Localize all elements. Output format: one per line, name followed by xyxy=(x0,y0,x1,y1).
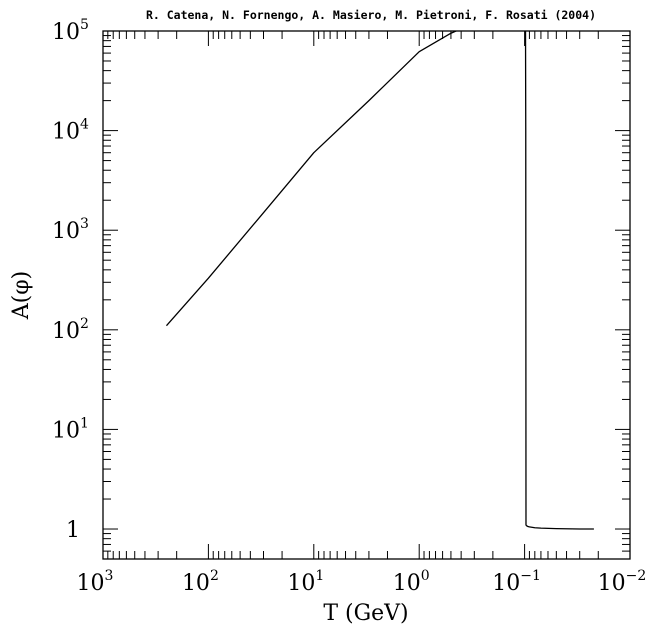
y-tick-label: 102 xyxy=(52,316,89,344)
chart-credit: R. Catena, N. Fornengo, A. Masiero, M. P… xyxy=(146,8,596,22)
y-tick-label: 104 xyxy=(52,117,89,145)
y-tick-label: 1 xyxy=(66,518,80,543)
series-line xyxy=(165,31,594,530)
x-tick-label: 102 xyxy=(182,568,219,596)
x-tick-labels: 103 102 101 100 10−1 10−2 xyxy=(77,568,647,596)
series-group xyxy=(165,31,594,530)
y-tick-label: 103 xyxy=(52,216,89,244)
y-axis-label: A(φ) xyxy=(9,271,34,320)
y-tick-label: 105 xyxy=(52,17,89,45)
axis-ticks xyxy=(103,31,631,560)
y-tick-label: 101 xyxy=(52,415,89,443)
x-axis-label: T (GeV) xyxy=(323,601,408,626)
y-tick-labels: 1 101 102 103 104 105 xyxy=(52,17,89,543)
x-tick-label: 10−2 xyxy=(598,568,647,596)
plot-frame xyxy=(102,30,631,560)
x-tick-label: 101 xyxy=(287,568,324,596)
x-tick-label: 100 xyxy=(393,568,430,596)
x-tick-label: 10−1 xyxy=(492,568,541,596)
x-tick-label: 103 xyxy=(77,568,114,596)
